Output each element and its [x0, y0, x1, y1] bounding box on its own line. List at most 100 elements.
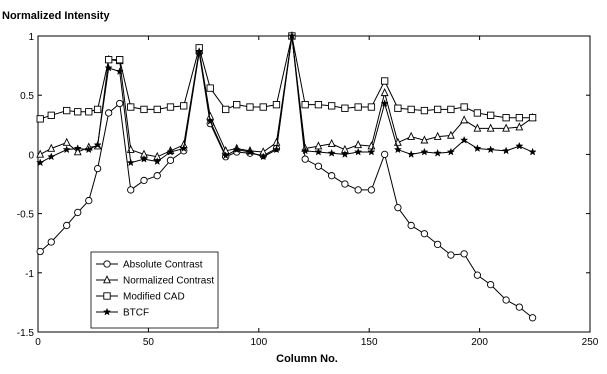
x-tick-label: 50	[143, 337, 155, 348]
data-point-btcf	[301, 146, 310, 155]
data-point-modified-cad	[407, 105, 415, 114]
y-tick-label: -1.5	[17, 328, 35, 339]
data-point-modified-cad	[420, 106, 429, 115]
y-axis-label: Normalized Intensity	[2, 10, 110, 22]
legend-marker	[103, 292, 111, 300]
data-point-modified-cad	[116, 56, 124, 64]
data-point-normalized-contrast	[515, 122, 524, 131]
legend-label: Normalized Contrast	[123, 276, 214, 287]
data-point-btcf	[104, 63, 113, 72]
data-point-btcf	[259, 152, 268, 161]
data-point-modified-cad	[301, 101, 309, 109]
data-point-btcf	[446, 147, 456, 156]
data-point-modified-cad	[486, 111, 495, 119]
data-point-modified-cad	[47, 111, 55, 119]
data-point-btcf	[73, 144, 82, 152]
plot-area: 0 50 100 150 200 250 -1.5 -1 -0.5 0 0.5 1	[17, 31, 599, 348]
data-point-normalized-contrast	[327, 138, 336, 147]
data-point-absolute-contrast	[367, 186, 376, 194]
data-point-modified-cad	[354, 103, 362, 111]
data-point-normalized-contrast	[272, 137, 281, 146]
data-point-btcf	[433, 148, 442, 157]
data-point-absolute-contrast	[433, 240, 442, 249]
data-point-btcf	[153, 157, 162, 166]
data-point-btcf	[195, 47, 204, 55]
data-point-absolute-contrast	[420, 230, 429, 238]
data-point-btcf	[36, 158, 45, 167]
data-point-btcf	[115, 67, 124, 76]
data-point-btcf	[473, 144, 482, 152]
data-point-modified-cad	[528, 114, 537, 122]
data-point-btcf	[84, 145, 93, 154]
data-point-btcf	[126, 158, 135, 167]
data-point-btcf	[327, 148, 336, 157]
data-point-absolute-contrast	[301, 155, 309, 163]
legend-marker	[103, 260, 111, 268]
legend-item-modified-cad: Modified CAD	[96, 292, 185, 303]
x-tick-label: 250	[582, 337, 599, 348]
data-point-modified-cad	[381, 77, 389, 85]
data-point-modified-cad	[328, 102, 336, 110]
data-point-modified-cad	[233, 101, 241, 109]
data-point-modified-cad	[63, 106, 71, 115]
data-point-absolute-contrast	[105, 109, 113, 117]
y-tick-label: 0	[28, 150, 34, 161]
data-point-absolute-contrast	[473, 271, 482, 279]
x-tick-label: 0	[35, 337, 41, 348]
series-modified-cad	[36, 32, 537, 123]
data-point-modified-cad	[502, 114, 510, 122]
data-point-absolute-contrast	[354, 186, 362, 194]
data-point-btcf	[62, 145, 71, 154]
data-point-btcf	[460, 135, 469, 144]
data-point-absolute-contrast	[528, 314, 537, 322]
data-point-modified-cad	[314, 101, 323, 109]
data-point-btcf	[486, 145, 495, 154]
x-tick-label: 150	[361, 337, 378, 348]
legend-label: Absolute Contrast	[123, 260, 203, 271]
data-point-btcf	[515, 141, 524, 150]
data-point-normalized-contrast	[354, 140, 363, 149]
data-point-btcf	[340, 150, 350, 158]
series-btcf	[36, 31, 537, 167]
data-point-modified-cad	[105, 56, 113, 64]
data-point-absolute-contrast	[153, 172, 161, 180]
data-point-absolute-contrast	[407, 221, 415, 230]
data-point-normalized-contrast	[502, 123, 511, 132]
data-point-absolute-contrast	[63, 221, 71, 230]
series-line-btcf	[39, 35, 533, 164]
legend-label: BTCF	[123, 308, 149, 319]
data-point-absolute-contrast	[515, 303, 523, 311]
data-point-normalized-contrast	[420, 135, 429, 144]
data-point-btcf	[407, 150, 416, 158]
data-point-normalized-contrast	[47, 143, 56, 152]
legend-item-normalized-contrast: Normalized Contrast	[96, 275, 214, 287]
data-point-btcf	[528, 147, 537, 156]
x-tick-label: 100	[250, 337, 267, 348]
legend-marker	[103, 275, 111, 284]
data-point-btcf	[354, 147, 363, 156]
data-point-absolute-contrast	[47, 238, 55, 246]
data-point-absolute-contrast	[74, 208, 82, 217]
data-point-btcf	[47, 152, 56, 161]
data-point-absolute-contrast	[36, 247, 44, 256]
series-line-normalized-contrast	[39, 35, 533, 158]
data-point-btcf	[420, 147, 429, 156]
data-point-modified-cad	[246, 103, 254, 111]
data-point-modified-cad	[206, 84, 214, 92]
data-point-absolute-contrast	[166, 156, 175, 164]
data-point-modified-cad	[259, 103, 267, 111]
data-point-modified-cad	[74, 108, 82, 116]
data-point-normalized-contrast	[446, 130, 455, 139]
data-point-absolute-contrast	[127, 186, 135, 194]
data-point-modified-cad	[85, 108, 93, 116]
data-point-btcf	[179, 144, 188, 152]
data-point-absolute-contrast	[394, 204, 402, 212]
data-point-normalized-contrast	[433, 131, 442, 140]
data-point-absolute-contrast	[116, 99, 124, 108]
data-point-btcf	[272, 145, 281, 154]
data-point-normalized-contrast	[62, 137, 71, 146]
series-normalized-contrast	[36, 31, 537, 161]
data-point-btcf	[166, 147, 175, 156]
data-point-normalized-contrast	[473, 123, 482, 132]
